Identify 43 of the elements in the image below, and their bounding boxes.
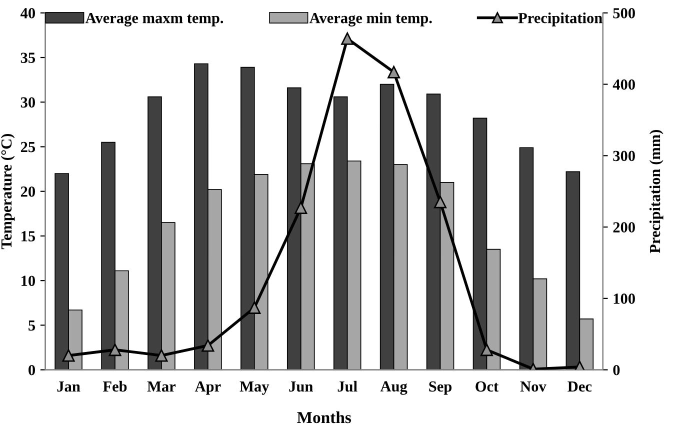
x-tick-label: Sep <box>429 381 452 395</box>
y-tick-label: 15 <box>22 231 36 242</box>
y-tick-label: 40 <box>20 8 35 18</box>
y2-tick-label: 400 <box>612 79 635 90</box>
x-tick-label: Jul <box>338 380 358 392</box>
point <box>341 32 354 45</box>
y-tick-label: 0 <box>28 364 35 376</box>
x-tick-label: Jun <box>289 382 313 392</box>
x-tick-label: Oct <box>476 381 499 392</box>
y2-tick-label: 0 <box>613 364 620 376</box>
legend-label: Precipitation <box>518 12 602 26</box>
x-tick-label: Dec <box>568 382 592 392</box>
y2-tick-label: 100 <box>614 294 635 304</box>
point <box>480 344 493 356</box>
y-tick-label: 25 <box>20 142 36 152</box>
x-tick-label: Aug <box>380 381 408 395</box>
y-tick-label: 35 <box>20 52 36 63</box>
point <box>62 349 75 362</box>
y2-tick-label: 300 <box>613 150 635 162</box>
y-axis-title: Temperature (°C) <box>0 134 15 250</box>
point <box>248 301 261 314</box>
x-tick-label: Feb <box>102 380 127 392</box>
x-tick-label: Nov <box>520 382 546 392</box>
x-tick-label: Mar <box>147 382 176 392</box>
y2-axis-title: Precipitation (mm) <box>649 130 664 254</box>
point <box>294 202 308 214</box>
y-tick-label: 10 <box>22 276 35 286</box>
y2-tick-label: 200 <box>613 222 635 232</box>
point <box>108 344 122 356</box>
x-axis-title: Months <box>297 411 352 424</box>
x-tick-label: Apr <box>194 381 221 395</box>
y-tick-label: 20 <box>20 186 35 197</box>
y-tick-label: 5 <box>28 320 36 331</box>
legend-label: Average min temp. <box>309 12 432 26</box>
point <box>434 196 447 208</box>
y-tick-label: 30 <box>20 97 35 108</box>
point <box>155 349 168 362</box>
x-tick-label: May <box>240 381 270 395</box>
legend-label: Average maxm temp. <box>85 12 224 26</box>
point <box>202 339 214 352</box>
x-tick-label: Jan <box>57 382 80 392</box>
y2-tick-label: 500 <box>613 8 635 18</box>
point <box>388 66 400 78</box>
